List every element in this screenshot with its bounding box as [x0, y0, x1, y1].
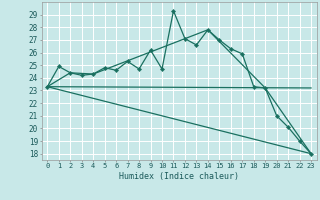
X-axis label: Humidex (Indice chaleur): Humidex (Indice chaleur)	[119, 172, 239, 181]
